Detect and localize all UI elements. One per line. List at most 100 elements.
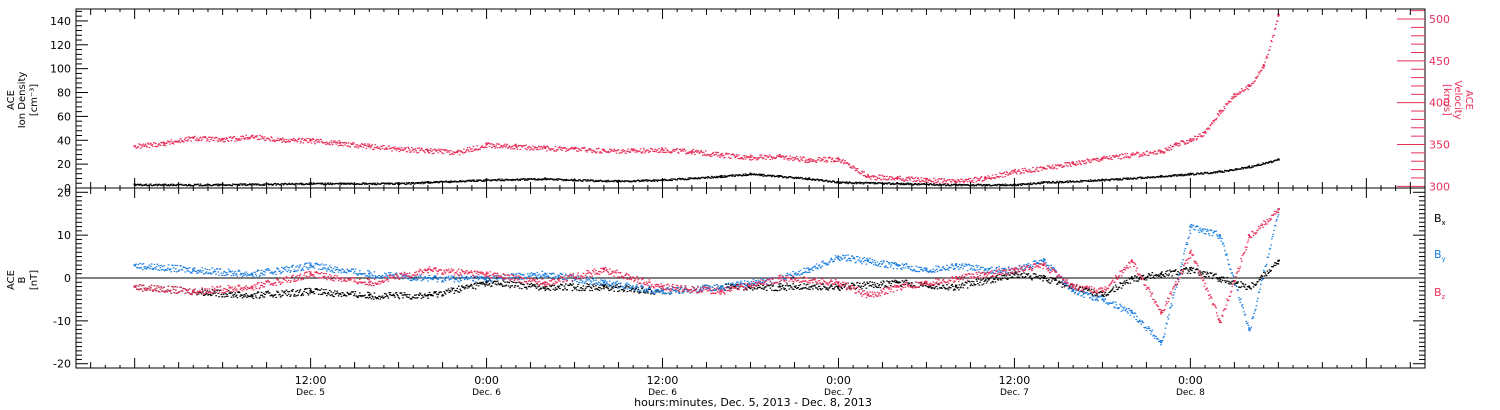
data-point (482, 180, 484, 182)
data-point (430, 150, 433, 153)
data-point (1207, 127, 1210, 130)
data-point (882, 182, 885, 185)
data-point (662, 151, 665, 153)
data-point (856, 167, 859, 170)
data-point (406, 151, 409, 153)
data-point (326, 142, 329, 145)
data-point (1209, 124, 1212, 127)
data-point (1051, 164, 1054, 166)
data-point (508, 145, 511, 147)
data-point (853, 284, 856, 287)
data-point (1189, 272, 1192, 275)
data-point (1266, 57, 1269, 59)
data-point (967, 178, 970, 181)
data-point (1027, 171, 1030, 173)
data-point (872, 182, 875, 184)
data-point (247, 136, 250, 139)
data-point (996, 278, 999, 280)
data-point (630, 149, 632, 151)
data-point (1042, 166, 1045, 170)
data-point (1166, 176, 1169, 178)
data-point (1099, 158, 1102, 160)
data-point (1138, 278, 1140, 280)
data-point (1122, 178, 1124, 180)
data-point (426, 180, 430, 184)
data-point (986, 177, 989, 179)
data-point (692, 148, 695, 151)
data-point (893, 179, 896, 181)
data-point (1267, 53, 1269, 56)
data-point (453, 292, 456, 294)
data-point (1121, 282, 1124, 284)
data-point (356, 144, 359, 146)
data-point (1227, 282, 1230, 285)
data-point (1045, 181, 1048, 183)
data-point (282, 184, 285, 186)
data-point (1024, 170, 1027, 172)
data-point (523, 145, 526, 147)
data-point (346, 182, 349, 184)
data-point (873, 282, 876, 284)
data-point (420, 182, 423, 184)
data-point (736, 174, 739, 176)
data-point (419, 293, 422, 295)
data-point (569, 283, 572, 285)
data-point (571, 179, 574, 181)
data-point (622, 148, 624, 151)
data-point (1004, 277, 1007, 279)
data-point (1275, 262, 1278, 264)
data-point (946, 287, 949, 289)
data-point (1092, 295, 1094, 297)
data-point (611, 287, 614, 289)
data-point (316, 141, 319, 143)
data-point (729, 288, 731, 290)
data-point (269, 140, 272, 142)
data-point (232, 294, 234, 296)
data-point (968, 281, 971, 283)
data-point (1185, 139, 1188, 142)
data-point (616, 284, 618, 286)
data-point (963, 182, 965, 184)
data-point (928, 183, 931, 186)
data-point (754, 157, 757, 159)
data-point (1212, 275, 1214, 277)
data-point (428, 152, 431, 154)
data-point (727, 153, 729, 155)
data-point (1053, 278, 1055, 280)
data-point (429, 293, 431, 296)
data-point (212, 293, 214, 295)
data-point (987, 278, 989, 280)
data-point (346, 291, 349, 293)
data-point (301, 138, 303, 140)
data-point (488, 284, 490, 286)
data-point (1181, 140, 1184, 142)
data-point (1255, 283, 1258, 285)
data-point (468, 151, 470, 153)
data-point (926, 178, 929, 180)
data-point (633, 290, 636, 292)
data-point (780, 175, 783, 177)
data-point (758, 156, 761, 159)
data-point (1199, 173, 1201, 175)
data-point (1051, 280, 1053, 282)
data-point (224, 140, 226, 143)
data-point (1254, 284, 1257, 286)
data-point (718, 176, 720, 178)
data-point (1067, 162, 1070, 164)
data-point (630, 148, 633, 150)
data-point (768, 284, 771, 286)
data-point (254, 136, 256, 138)
data-point (817, 289, 819, 291)
data-point (775, 157, 778, 159)
data-point (1062, 283, 1064, 286)
data-point (831, 181, 833, 183)
data-point (865, 176, 868, 179)
data-point (308, 182, 311, 184)
data-point (263, 184, 266, 186)
data-point (676, 179, 679, 181)
b-tick-label: -20 (53, 358, 71, 371)
data-point (971, 179, 974, 181)
data-point (734, 175, 736, 177)
data-point (528, 145, 530, 148)
data-point (603, 180, 606, 182)
